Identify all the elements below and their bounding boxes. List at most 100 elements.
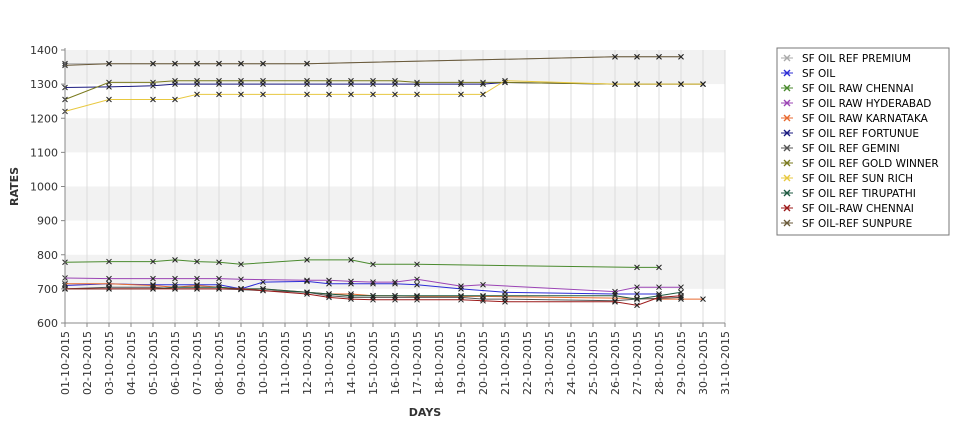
data-point [194, 60, 200, 67]
data-point [304, 77, 310, 84]
data-point [458, 91, 464, 98]
x-tick-label: 29-10-2015 [675, 331, 688, 395]
data-point [414, 292, 420, 299]
x-tick-label: 22-10-2015 [521, 331, 534, 395]
data-point [106, 96, 112, 103]
data-point [348, 257, 354, 263]
data-point [678, 53, 684, 60]
data-point [172, 96, 178, 103]
data-point [216, 77, 222, 84]
legend-item: SF OIL RAW KARNATAKA [781, 113, 929, 125]
legend-item: SF OIL REF FORTUNUE [781, 128, 919, 140]
y-tick-label: 600 [37, 317, 58, 330]
y-tick-label: 900 [37, 215, 58, 228]
legend-label: SF OIL-REF SUNPURE [802, 218, 912, 230]
data-point [502, 77, 508, 84]
data-point [634, 284, 640, 291]
legend-marker [783, 129, 791, 137]
data-point [370, 292, 376, 299]
data-point [238, 261, 244, 268]
data-point [238, 77, 244, 84]
data-point [480, 292, 486, 299]
data-point [260, 60, 266, 67]
data-point [150, 96, 156, 103]
x-tick-label: 08-10-2015 [213, 331, 226, 395]
data-point [216, 281, 222, 288]
x-tick-label: 11-10-2015 [279, 331, 292, 395]
x-axis-ticks: 01-10-2015 02-10-2015 03-10-2015 04-10-2015… [59, 323, 732, 395]
data-point [348, 77, 354, 84]
data-point [458, 292, 464, 299]
data-point [392, 91, 398, 98]
x-tick-label: 06-10-2015 [169, 331, 182, 395]
data-point [106, 79, 112, 86]
x-tick-label: 25-10-2015 [587, 331, 600, 395]
data-point [502, 292, 508, 299]
data-point [678, 292, 684, 299]
data-point [370, 91, 376, 98]
legend-marker [783, 69, 791, 77]
data-point [304, 60, 310, 67]
data-point [260, 287, 266, 294]
data-point [678, 81, 684, 87]
legend-label: SF OIL REF GOLD WINNER [802, 158, 939, 170]
x-tick-label: 09-10-2015 [235, 331, 248, 395]
x-tick-label: 21-10-2015 [499, 331, 512, 395]
data-point [172, 77, 178, 84]
x-tick-label: 30-10-2015 [697, 331, 710, 395]
data-point [370, 296, 376, 303]
data-point [150, 275, 156, 282]
data-point [194, 275, 200, 282]
data-point [172, 281, 178, 288]
data-point [370, 77, 376, 84]
data-point [414, 281, 420, 288]
x-tick-label: 15-10-2015 [367, 331, 380, 395]
data-point [172, 275, 178, 282]
legend-label: SF OIL REF GEMINI [802, 143, 900, 155]
data-point [326, 91, 332, 98]
series-group [62, 77, 706, 115]
legend-item: SF OIL REF TIRUPATHI [781, 188, 916, 200]
legend-label: SF OIL RAW HYDERABAD [802, 98, 931, 110]
data-point [370, 279, 376, 285]
data-point [634, 81, 640, 87]
legend-box [776, 47, 950, 236]
legend-marker [783, 84, 791, 92]
data-point [480, 91, 486, 98]
data-point [414, 296, 420, 303]
legend-item: SF OIL REF GEMINI [781, 143, 900, 155]
data-point [172, 60, 178, 67]
data-point [326, 277, 332, 284]
data-point [304, 91, 310, 98]
data-point [106, 60, 112, 67]
data-point [348, 280, 354, 287]
data-point [348, 296, 354, 302]
x-tick-label: 12-10-2015 [301, 331, 314, 395]
data-point [392, 279, 398, 285]
y-tick-label: 1300 [30, 78, 58, 91]
legend-label: SF OIL REF FORTUNUE [802, 128, 919, 140]
x-tick-label: 04-10-2015 [125, 331, 138, 395]
data-point [348, 278, 354, 285]
data-point [480, 297, 486, 304]
y-tick-label: 1100 [30, 146, 58, 159]
y-tick-label: 1000 [30, 181, 58, 194]
series-group [62, 286, 684, 309]
legend-marker [783, 174, 791, 182]
data-point [458, 283, 464, 289]
legend-item: SF OIL-RAW CHENNAI [781, 203, 914, 215]
legend-marker [783, 144, 791, 152]
legend-marker [783, 99, 791, 107]
data-point [238, 286, 244, 292]
legend-marker [783, 219, 791, 227]
data-point [238, 60, 244, 67]
data-point [634, 296, 640, 302]
data-point [414, 261, 420, 268]
data-point [656, 53, 662, 60]
legend-label: SF OIL REF PREMIUM [802, 53, 911, 65]
x-tick-label: 16-10-2015 [389, 331, 402, 395]
data-point [392, 292, 398, 299]
x-tick-label: 05-10-2015 [147, 331, 160, 395]
data-point [458, 79, 464, 86]
legend-label: SF OIL REF SUN RICH [802, 173, 913, 185]
